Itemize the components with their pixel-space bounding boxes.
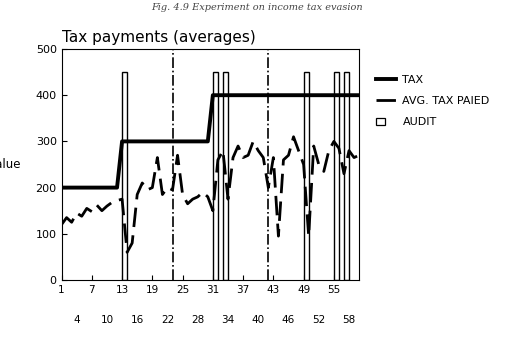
Bar bbox=[213, 72, 218, 280]
Bar bbox=[223, 72, 228, 280]
Bar bbox=[122, 72, 127, 280]
Y-axis label: Value: Value bbox=[0, 158, 21, 171]
Text: 46: 46 bbox=[282, 315, 295, 325]
Text: Tax payments (averages): Tax payments (averages) bbox=[62, 30, 255, 45]
Text: Fig. 4.9 Experiment on income tax evasion: Fig. 4.9 Experiment on income tax evasio… bbox=[151, 4, 362, 13]
Text: ROUND: ROUND bbox=[120, 349, 170, 350]
Text: 22: 22 bbox=[161, 315, 174, 325]
Bar bbox=[344, 72, 349, 280]
Legend: TAX, AVG. TAX PAIED, AUDIT: TAX, AVG. TAX PAIED, AUDIT bbox=[373, 73, 492, 130]
Text: 34: 34 bbox=[221, 315, 234, 325]
Text: 52: 52 bbox=[312, 315, 325, 325]
Text: 28: 28 bbox=[191, 315, 204, 325]
Text: 16: 16 bbox=[131, 315, 144, 325]
Text: 4: 4 bbox=[73, 315, 80, 325]
Text: 40: 40 bbox=[252, 315, 265, 325]
Text: 58: 58 bbox=[342, 315, 356, 325]
Text: 10: 10 bbox=[101, 315, 113, 325]
Bar bbox=[304, 72, 309, 280]
Bar bbox=[334, 72, 339, 280]
